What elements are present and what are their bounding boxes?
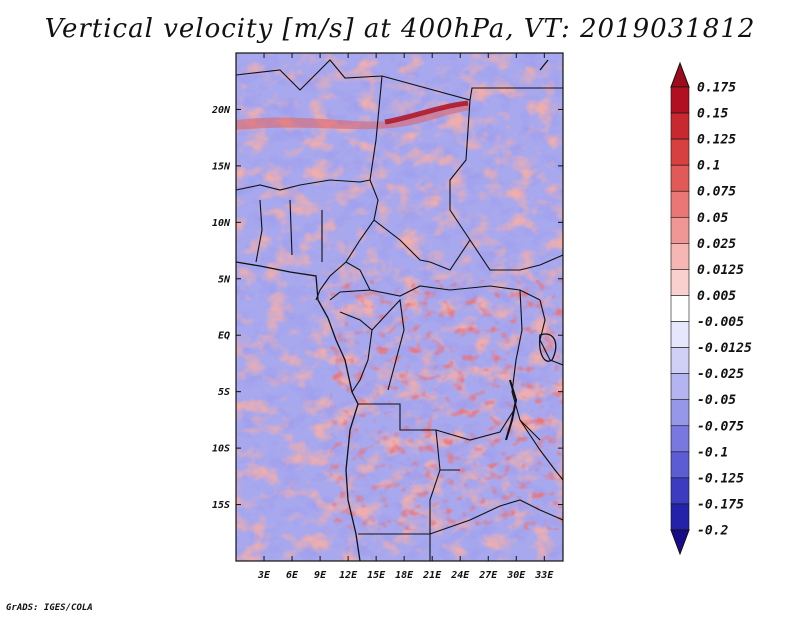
border-angola-zambia [429, 469, 441, 561]
colorbar-label: 0.1 [697, 159, 720, 174]
colorbar-label: 0.075 [697, 185, 736, 200]
border-drc-zambia [435, 409, 515, 441]
chart-title: Vertical velocity [m/s] at 400hPa, VT: 2… [44, 14, 756, 44]
border-congo-drc [371, 298, 405, 391]
atlantic-coast [236, 261, 361, 561]
colorbar-label: 0.0125 [697, 263, 744, 278]
lon-tick-label: 27E [478, 570, 498, 581]
lon-tick-label: 18E [395, 570, 414, 581]
colorbar-segment [670, 138, 690, 166]
lon-tick-label: 24E [450, 570, 470, 581]
lat-tick-label: 15S [212, 500, 230, 511]
colorbar-segment [670, 86, 690, 114]
colorbar-bottom-cap [670, 529, 690, 556]
footer-credit: GrADS: IGES/COLA [6, 603, 93, 613]
lon-tick-label: 3E [257, 570, 271, 581]
lat-tick-label: 15N [212, 161, 231, 172]
lat-tick-label: 20N [211, 105, 231, 116]
lat-tick-label: EQ [218, 331, 230, 342]
lon-tick-label: 30E [506, 570, 526, 581]
jet-core [384, 100, 469, 125]
colorbar-segment [670, 295, 690, 322]
lake-tanganyika [505, 379, 518, 441]
colorbar-segment [670, 243, 690, 270]
border-south [358, 499, 563, 535]
lake-victoria [539, 333, 557, 362]
longitude-axis: 3E 6E 9E 12E 15E 18E 21E 24E 27E 30E 33E [257, 53, 554, 581]
colorbar-label: 0.125 [697, 133, 736, 148]
nile-detail [539, 59, 549, 71]
colorbar-segment [670, 399, 690, 427]
border-malawi [519, 419, 563, 481]
field-convective-cells [330, 280, 563, 530]
colorbar-label: -0.175 [697, 497, 744, 512]
colorbar: 0.175 0.15 0.125 0.1 0.075 0.05 0.025 0.0125 0.0… [670, 61, 752, 556]
border-gabon-congo [339, 311, 373, 393]
coastline [236, 59, 557, 561]
colorbar-label: -0.005 [697, 315, 744, 330]
colorbar-label: -0.025 [697, 367, 744, 382]
lon-tick-label: 15E [367, 570, 386, 581]
colorbar-segment [670, 347, 690, 374]
border-sahara [236, 59, 563, 101]
colorbar-label: -0.075 [697, 419, 744, 434]
lon-tick-label: 33E [534, 570, 554, 581]
colorbar-label: -0.1 [697, 445, 728, 460]
colorbar-segment [670, 216, 690, 244]
lon-tick-label: 9E [314, 570, 327, 581]
colorbar-segment [670, 477, 690, 505]
colorbar-segment [670, 190, 690, 218]
border-nigeria-cameroon [315, 219, 375, 301]
lat-tick-label: 10N [212, 218, 231, 229]
map-frame [235, 52, 564, 562]
political-borders [236, 59, 563, 561]
colorbar-label: 0.05 [697, 211, 728, 226]
colorbar-segment [670, 503, 690, 531]
lat-tick-label: 10S [212, 444, 230, 455]
colorbar-label: -0.2 [697, 524, 728, 539]
colorbar-label: -0.0125 [697, 341, 752, 356]
colorbar-label: -0.05 [697, 393, 736, 408]
border-angola-drc [358, 403, 460, 471]
colorbar-top-cap [670, 61, 690, 88]
border-drc-east [511, 289, 541, 441]
border-chad-car [373, 219, 471, 271]
velocity-field [236, 53, 563, 561]
colorbar-label: 0.175 [697, 81, 736, 96]
colorbar-segment [670, 451, 690, 479]
border-west-africa [255, 199, 323, 263]
colorbar-label: -0.125 [697, 471, 744, 486]
lon-tick-label: 21E [422, 570, 442, 581]
colorbar-label: 0.005 [697, 289, 736, 304]
colorbar-segment [670, 269, 690, 296]
colorbar-segment [670, 373, 690, 401]
colorbar-segment [670, 112, 690, 140]
colorbar-segment [670, 425, 690, 453]
jet-band [236, 102, 470, 130]
lon-tick-label: 12E [339, 570, 358, 581]
border-sahel [236, 179, 371, 191]
lon-tick-label: 6E [286, 570, 299, 581]
colorbar-label: 0.025 [697, 237, 736, 252]
lat-tick-label: 5N [218, 274, 231, 285]
colorbar-segment [670, 321, 690, 348]
colorbar-label: 0.15 [697, 107, 728, 122]
colorbar-segment [670, 164, 690, 192]
lat-tick-label: 5S [218, 387, 230, 398]
latitude-axis: 20N 15N 10N 5N EQ 5S 10S 15S [211, 105, 563, 511]
